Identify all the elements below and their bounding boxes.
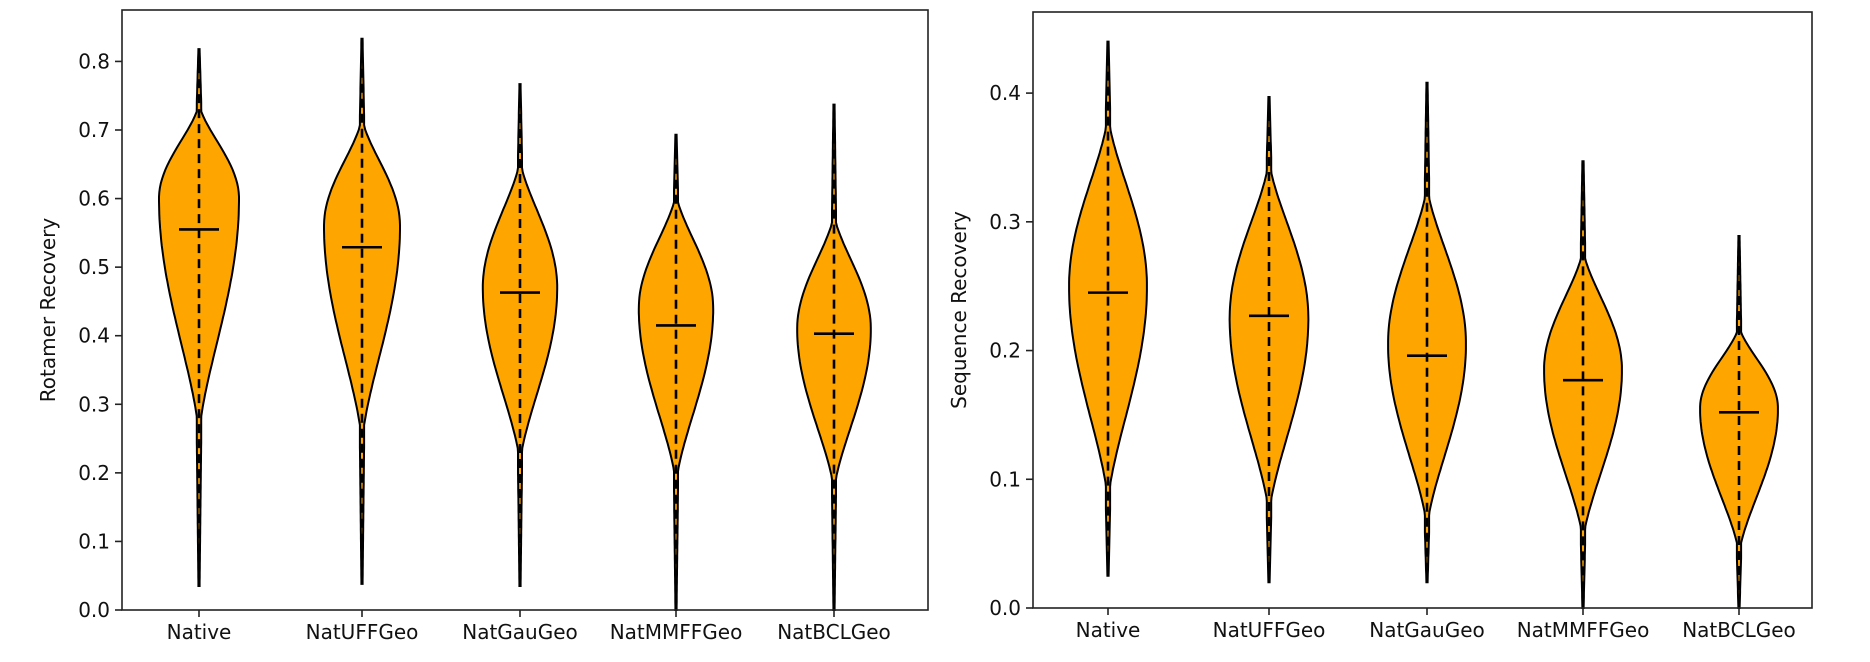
y-tick-label: 0.8 — [78, 49, 110, 73]
rotamer-recovery-panel: Rotamer Recovery 0.00.10.20.30.40.50.60.… — [36, 9, 929, 644]
violin-natgaugeo — [1387, 81, 1467, 584]
violin-natmmffgeo — [1543, 160, 1623, 609]
violin-natuffgeo — [323, 37, 401, 585]
y-tick-label: 0.0 — [78, 598, 110, 622]
y-axis-ticks: 0.0 0.1 0.2 0.3 0.4 — [989, 81, 1033, 620]
y-tick-label: 0.2 — [78, 461, 110, 485]
violin-body — [158, 48, 240, 587]
x-axis-ticks: Native NatUFFGeo NatGauGeo NatMMFFGeo NatBCL… — [167, 610, 891, 644]
x-tick-label: NatMMFFGeo — [610, 620, 743, 644]
y-tick-label: 0.3 — [989, 210, 1021, 234]
violin-natgaugeo — [481, 83, 559, 587]
y-tick-label: 0.2 — [989, 339, 1021, 363]
violin-body — [1387, 81, 1467, 584]
violin-natmmffgeo — [637, 133, 715, 611]
axes-frame — [1032, 11, 1813, 609]
x-axis-ticks: Native NatUFFGeo NatGauGeo NatMMFFGeo NatBCL… — [1076, 608, 1796, 642]
violin-body — [637, 133, 715, 611]
y-tick-label: 0.4 — [989, 81, 1021, 105]
y-tick-label: 0.0 — [989, 596, 1021, 620]
violin-native — [158, 48, 240, 587]
y-axis-ticks: 0.0 0.1 0.2 0.3 0.4 0.5 0.6 0.7 0.8 — [78, 49, 122, 622]
violin-body — [1068, 40, 1148, 577]
x-tick-label: NatUFFGeo — [306, 620, 419, 644]
x-tick-label: NatUFFGeo — [1213, 618, 1326, 642]
y-tick-label: 0.5 — [78, 255, 110, 279]
y-tick-label: 0.1 — [78, 529, 110, 553]
x-tick-label: NatBCLGeo — [777, 620, 891, 644]
violin-natbclgeo — [796, 103, 872, 611]
violins — [1068, 40, 1779, 609]
x-tick-label: NatBCLGeo — [1682, 618, 1796, 642]
x-tick-label: NatMMFFGeo — [1517, 618, 1650, 642]
y-tick-label: 0.4 — [78, 324, 110, 348]
y-tick-label: 0.7 — [78, 118, 110, 142]
x-tick-label: Native — [1076, 618, 1141, 642]
y-tick-label: 0.1 — [989, 467, 1021, 491]
x-tick-label: NatGauGeo — [462, 620, 578, 644]
violin-natbclgeo — [1699, 235, 1779, 609]
y-tick-label: 0.3 — [78, 392, 110, 416]
violins — [158, 37, 872, 611]
axes-frame — [121, 9, 929, 611]
y-axis-label: Sequence Recovery — [947, 211, 971, 409]
sequence-recovery-panel: Sequence Recovery 0.0 0.1 0.2 0.3 0.4 Native… — [947, 11, 1813, 642]
y-axis-label: Rotamer Recovery — [36, 218, 60, 403]
violin-natuffgeo — [1228, 96, 1310, 584]
x-tick-label: NatGauGeo — [1369, 618, 1485, 642]
violin-native — [1068, 40, 1148, 577]
y-tick-label: 0.6 — [78, 187, 110, 211]
x-tick-label: Native — [167, 620, 232, 644]
